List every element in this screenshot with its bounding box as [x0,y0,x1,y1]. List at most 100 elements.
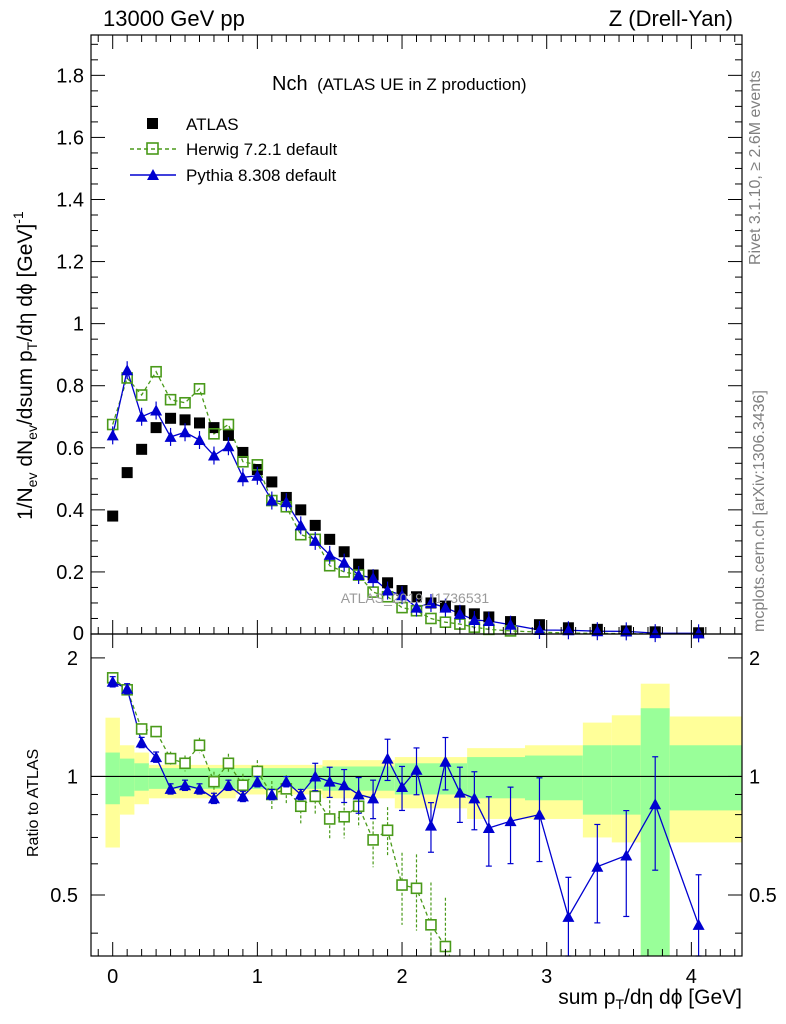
atlas-point [107,510,119,522]
pythia-ratio-point [591,860,604,872]
pythia-ratio-point [164,782,177,794]
pythia-ratio-point [352,788,365,800]
pythia-point [504,618,517,630]
atlas-point [222,429,234,441]
herwig-point [222,418,235,431]
pythia-ratio-point [207,792,220,804]
pythia-point [562,624,575,636]
band-inner-10 [611,745,641,815]
pythia-ratio-point [251,775,264,787]
herwig-line [112,370,699,635]
pythia-point [265,494,278,506]
atlas-point [309,519,321,531]
pythia-point [280,496,293,508]
herwig-ratio-point [164,752,177,765]
atlas-point [324,533,336,545]
y-tick-label-zero: 0 [73,623,84,645]
y-tick-label: 0.2 [56,562,84,584]
pythia-point [439,601,452,613]
pythia-point [338,556,351,568]
band-inner-1 [119,758,135,797]
herwig-point [164,393,177,406]
herwig-point [439,616,452,629]
herwig-ratio-point [396,879,408,891]
atlas-point [411,591,422,603]
ratio-tick-label: 1 [67,766,78,788]
herwig-ratio-point [150,725,162,738]
pythia-point [453,607,466,619]
y-tick-label: 1.4 [56,189,84,211]
herwig-point [208,428,220,440]
axes: 0 1 2 3 4 0.2 0.4 0.6 0.8 1 1.2 1.4 1.6 1.8 0 0.5 0.5 1 1 2… [50,35,777,988]
ratio-series [106,672,705,957]
pythia-point [309,534,322,546]
pythia-point [222,440,235,452]
pythia-point [649,627,662,639]
ratio-tick-label: 0.5 [50,885,78,907]
atlas-point [353,558,365,570]
herwig-ratio-point [381,824,394,837]
herwig-point [425,612,437,625]
atlas-point [338,546,350,558]
pythia-ratio-point [367,792,380,804]
pythia-ratio-point [338,779,351,791]
ratio-tick-label-right: 1 [749,766,760,788]
atlas-point [237,446,249,458]
pythia-point [352,569,365,581]
pythia-ratio-point [193,782,206,794]
pythia-ratio-point [439,755,452,767]
pythia-ratio-point [482,821,495,833]
rivet-label: Rivet 3.1.10, ≥ 2.6M events [747,70,764,265]
ratio-tick-label-right: 0.5 [749,885,777,907]
pythia-ratio-point [424,819,437,831]
x-tick-label: 0 [107,966,118,988]
header-right: Z (Drell-Yan) [609,6,733,31]
x-axis-label: sum pT/dη dϕ [GeV] [558,986,742,1012]
herwig-ratio-line [112,677,451,957]
atlas-point [150,422,162,434]
pythia-point [106,429,119,441]
herwig-ratio-point [193,739,206,752]
pythia-ratio-point [294,788,307,800]
mcplots-label: mcplots.cern.ch [arXiv:1306.3436] [751,390,768,632]
pythia-ratio-point [106,675,119,687]
pythia-ratio-point [468,792,481,804]
pythia-ratio-point [236,790,249,802]
atlas-point [208,422,220,434]
x-tick-label: 2 [396,966,407,988]
pythia-ratio-point [280,775,293,787]
herwig-ratio-point [425,919,437,931]
herwig-ratio-point [367,834,379,846]
pythia-ratio-point [135,736,148,748]
band-inner-8 [525,755,583,801]
x-tick-label: 3 [541,966,552,988]
y-tick-label: 1.2 [56,252,84,274]
watermark: ATLAS_2019_I1736531 [341,590,490,606]
pythia-ratio-point [323,775,336,787]
atlas-point [121,467,133,479]
herwig-ratio-point [410,882,423,895]
ratio-tick-label-right: 2 [749,648,760,670]
pythia-point [381,584,394,596]
herwig-point [150,365,162,378]
pythia-ratio-point [410,763,423,775]
herwig-ratio-point [294,800,307,813]
band-inner-9 [582,745,612,815]
pythia-point [179,426,192,438]
pythia-ratio-point [121,682,134,694]
legend-label-atlas: ATLAS [186,115,239,134]
pythia-point [482,614,495,626]
pythia-point [207,449,220,461]
pythia-point [236,471,249,483]
chart-title-sub: (ATLAS UE in Z production) [317,75,526,94]
pythia-ratio-point [562,910,575,922]
herwig-ratio-point [251,765,264,778]
band-inner-12 [669,745,742,811]
pythia-point [468,614,481,626]
herwig-ratio-point [179,757,191,770]
y-axis-label: 1/Nev dNev/dsum pT/dη dϕ [GeV]-1 [10,211,40,520]
x-tick-label: 4 [686,966,697,988]
herwig-point [135,389,148,401]
herwig-ratio-point [208,775,220,788]
legend-marker-pythia [147,169,159,180]
